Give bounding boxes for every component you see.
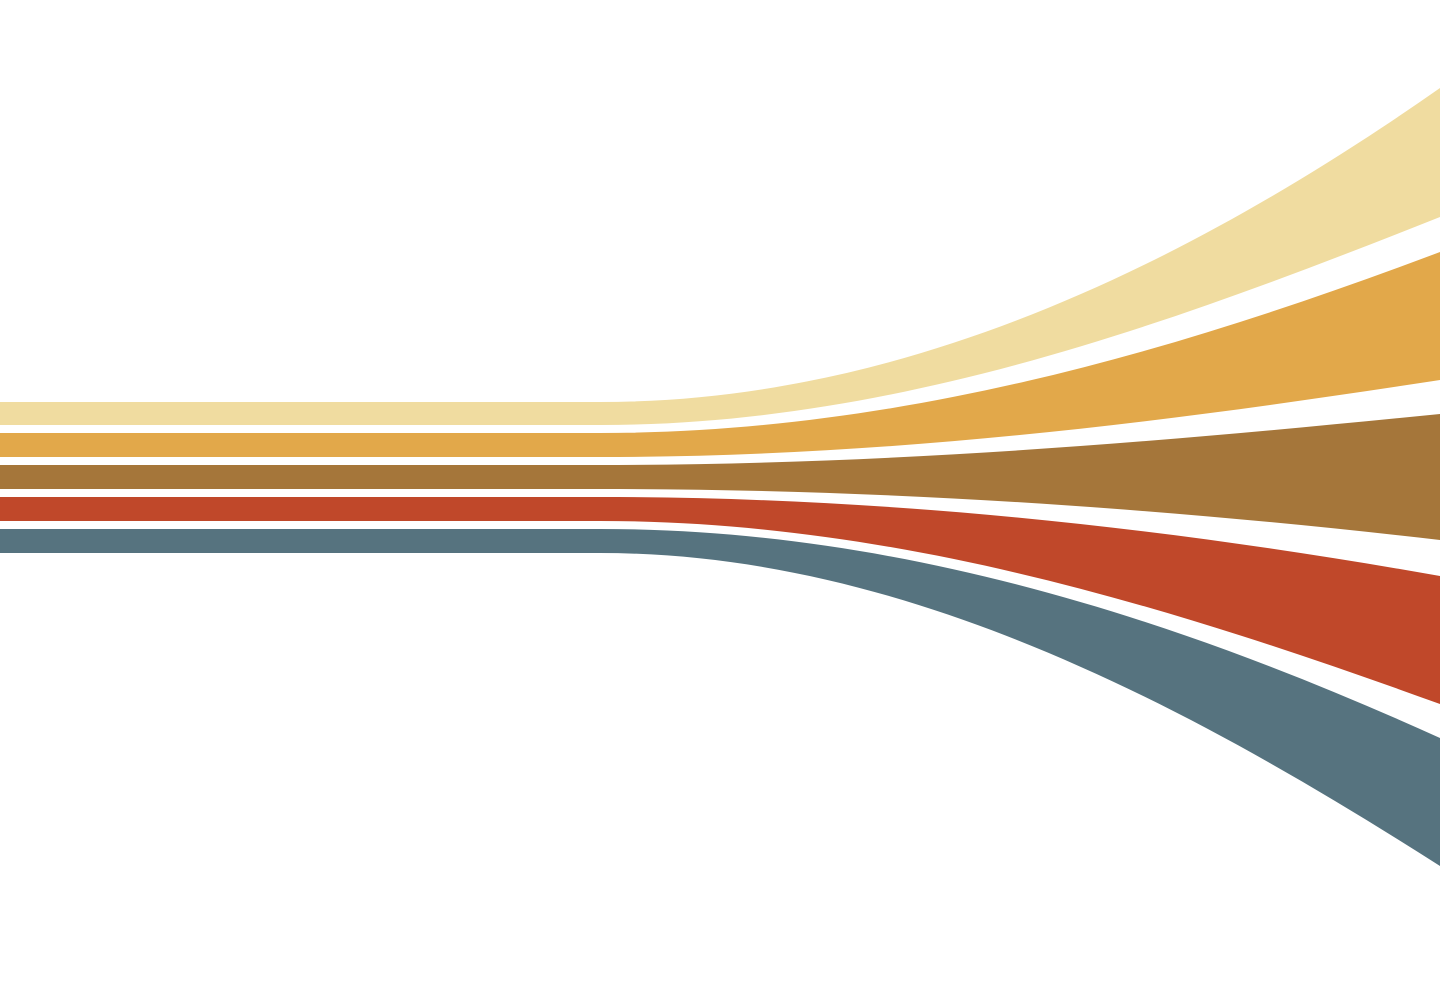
stripe-orange (0, 252, 1440, 457)
stripe-red (0, 497, 1440, 704)
stripe-brown (0, 414, 1440, 540)
stripe-light-yellow (0, 88, 1440, 425)
stripe-slate (0, 529, 1440, 866)
